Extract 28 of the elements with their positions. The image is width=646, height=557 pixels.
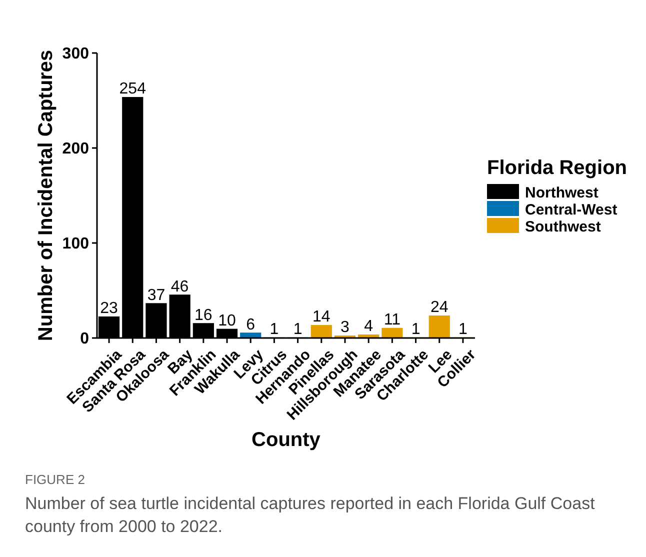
legend-label: Northwest: [525, 184, 598, 202]
legend-label: Central-West: [525, 201, 618, 218]
data-label: 10: [218, 312, 236, 330]
y-tick-label: 200: [62, 140, 90, 158]
y-tick-label: 0: [80, 330, 90, 348]
data-label: 14: [312, 308, 330, 326]
data-label: 23: [100, 300, 118, 318]
y-axis-title: Number of Incidental Captures: [35, 50, 57, 342]
data-label: 1: [293, 321, 302, 338]
data-label: 46: [170, 278, 189, 296]
data-label: 37: [147, 286, 166, 304]
x-axis-title: County: [252, 429, 322, 451]
caption: FIGURE 2: [25, 472, 85, 487]
data-label: 6: [246, 316, 256, 334]
y-tick-label: 300: [62, 46, 90, 63]
data-label: 24: [430, 299, 448, 316]
legend-title: Florida Region: [487, 157, 627, 179]
data-label: 1: [458, 321, 468, 338]
data-label: 1: [270, 321, 279, 338]
legend-label: Southwest: [525, 218, 601, 236]
data-label: 11: [384, 312, 401, 329]
data-label: 16: [194, 306, 212, 324]
data-label: 3: [340, 319, 350, 336]
data-label: 254: [119, 80, 146, 98]
data-label: 4: [364, 318, 374, 336]
data-label: 1: [411, 321, 420, 338]
text: Number of sea turtle incidental captures reported in each Florida Gulf Coast county from 2000 to 2022.: [25, 493, 596, 538]
y-tick-label: 100: [62, 236, 90, 253]
